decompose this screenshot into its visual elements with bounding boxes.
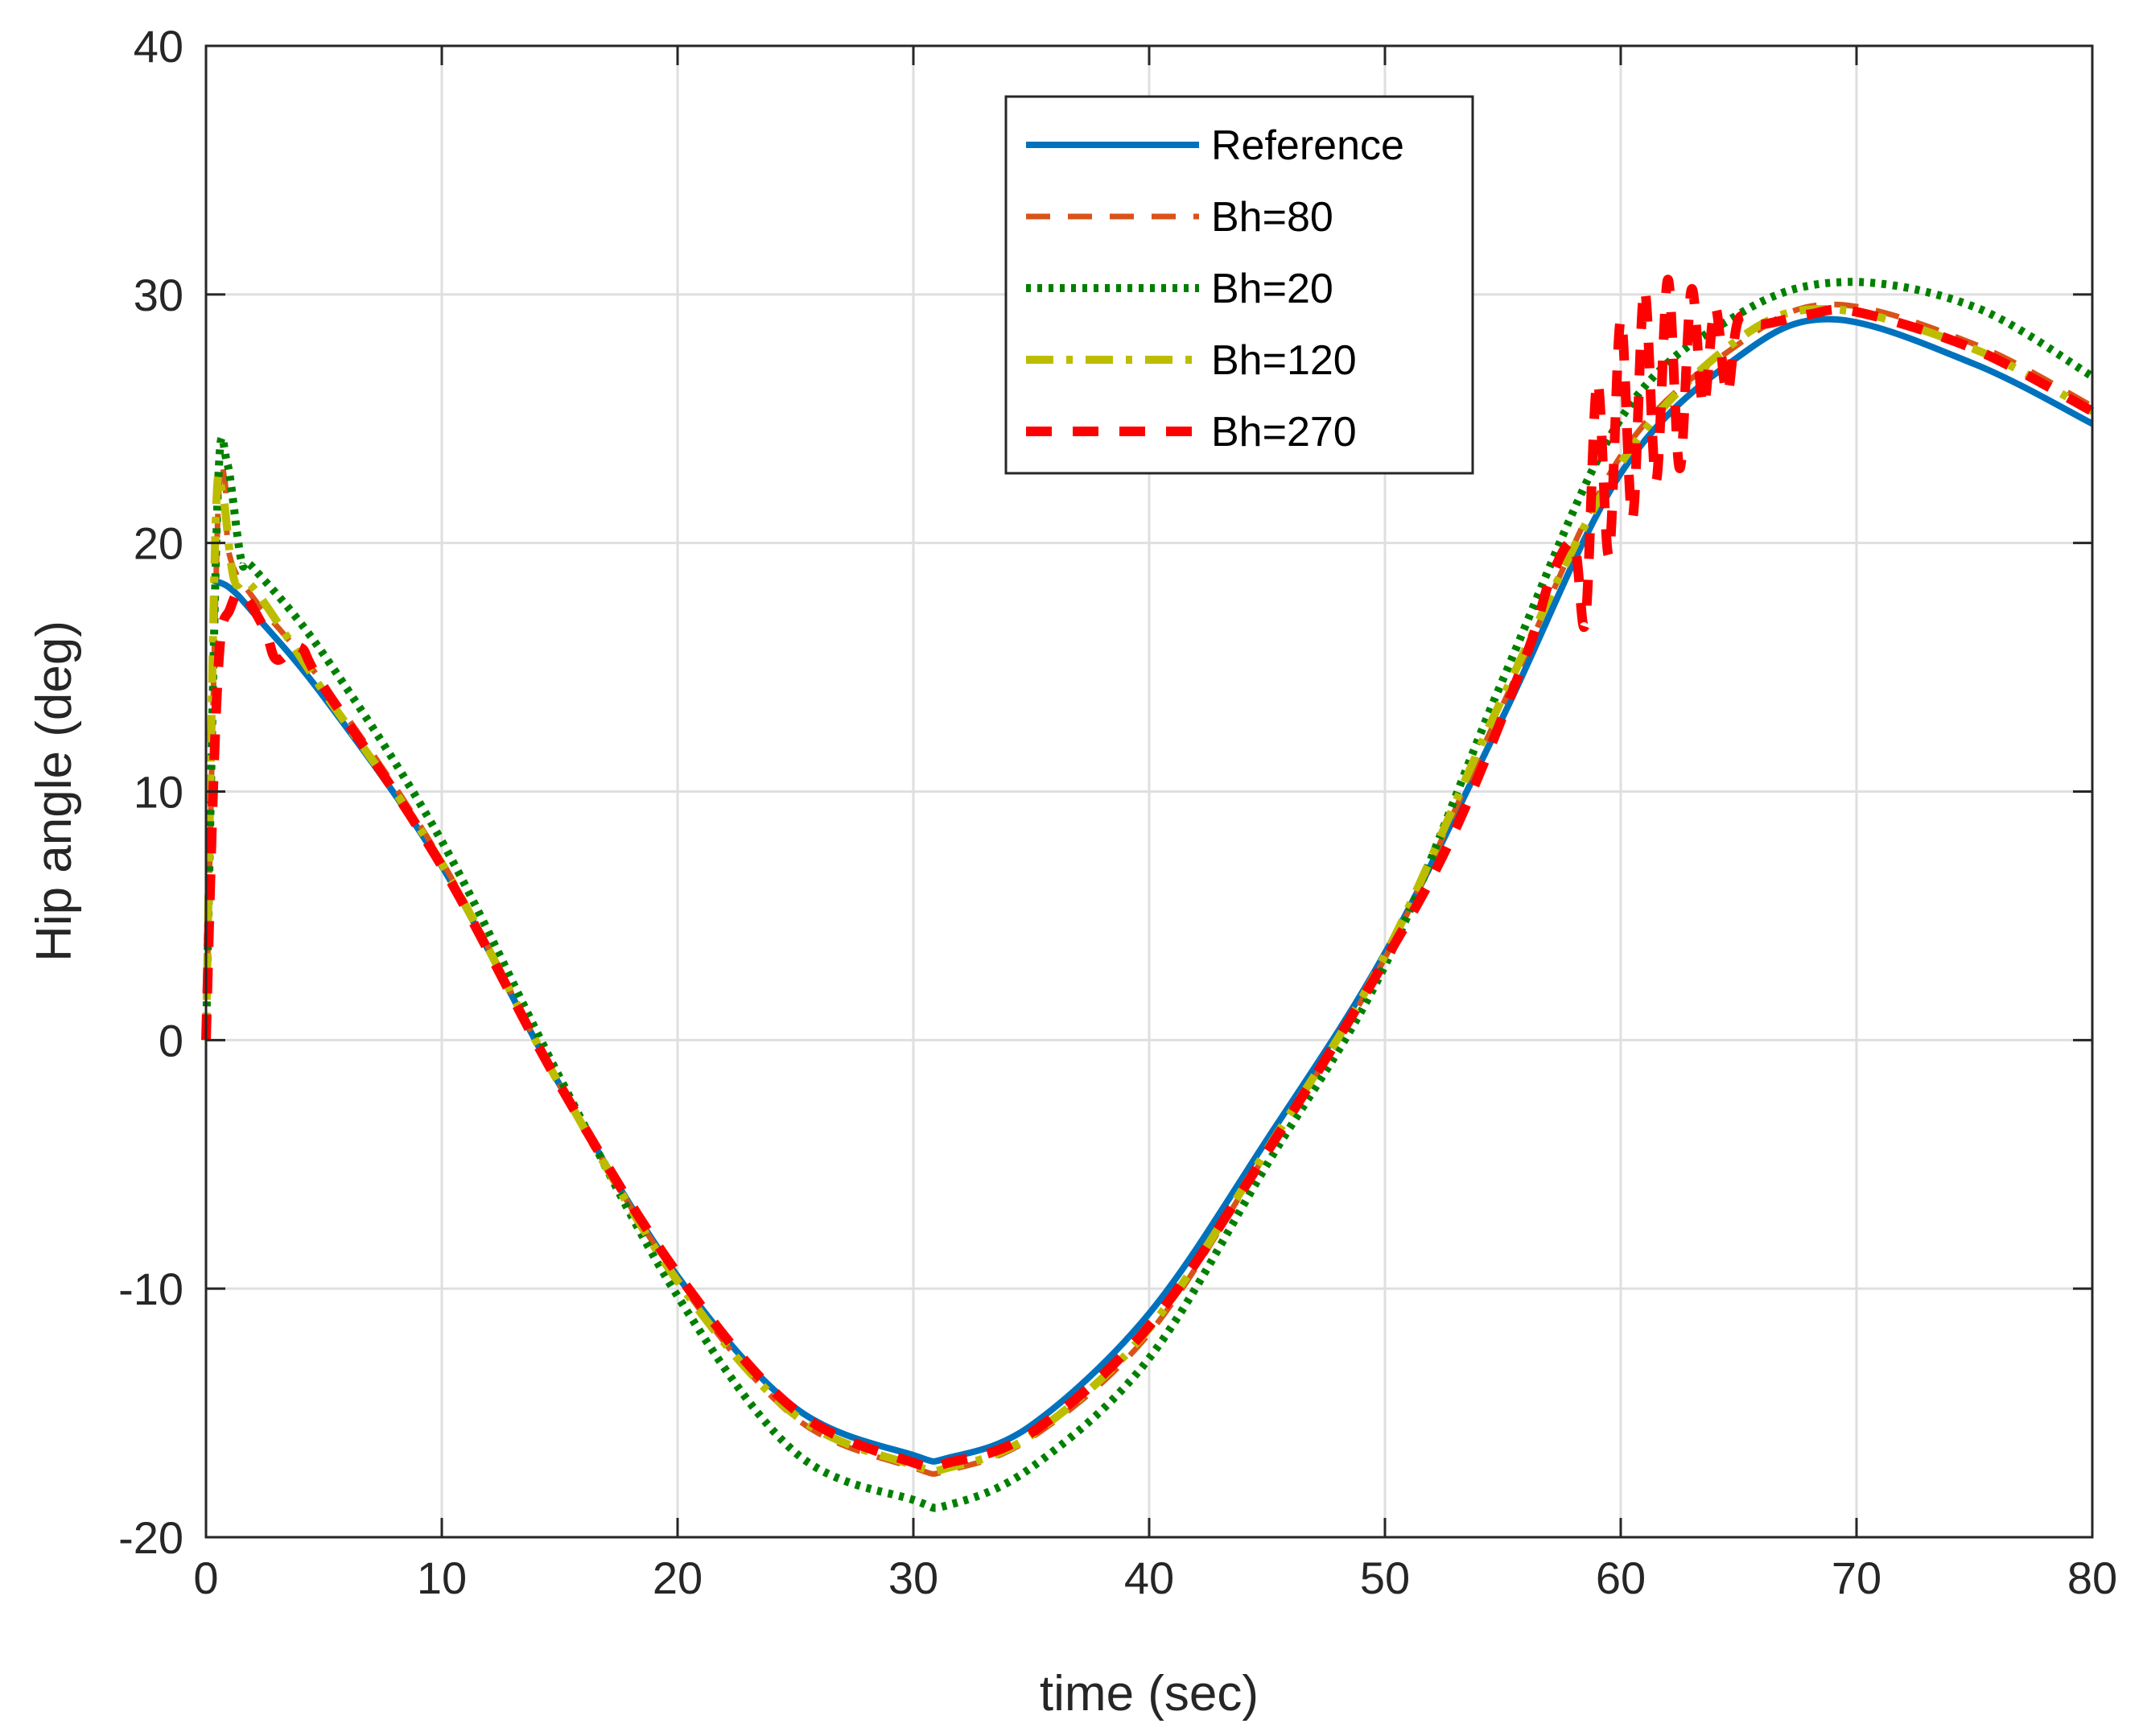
- y-tick-label: -10: [118, 1264, 183, 1314]
- series-line-bh-20: [202, 278, 2095, 1512]
- x-tick-label: 0: [193, 1553, 218, 1603]
- x-tick-label: 70: [1832, 1553, 1881, 1603]
- y-tick-label: -20: [118, 1512, 183, 1563]
- y-tick-label: 20: [134, 518, 183, 569]
- series-line-bh-270: [201, 274, 2095, 1473]
- legend-label: Bh=20: [1211, 266, 1333, 312]
- y-axis-title: Hip angle (deg): [27, 621, 82, 962]
- legend-label: Bh=270: [1211, 409, 1357, 456]
- x-tick-label: 80: [2067, 1553, 2117, 1603]
- y-tick-label: 10: [134, 767, 183, 818]
- tick-layer: 0 10 20 30 40 50 60 70 80 -20 -10 0 10 20 30 40: [118, 21, 2117, 1603]
- x-tick-label: 60: [1596, 1553, 1646, 1603]
- legend-label: Reference: [1211, 122, 1404, 169]
- y-tick-label: 30: [134, 270, 183, 320]
- legend-label: Bh=120: [1211, 337, 1357, 384]
- x-axis-title: time (sec): [1040, 1666, 1259, 1722]
- x-tick-label: 40: [1124, 1553, 1174, 1603]
- y-tick-label: 40: [134, 21, 183, 72]
- legend-label: Bh=80: [1211, 194, 1333, 241]
- y-tick-label: 0: [159, 1015, 183, 1066]
- x-tick-label: 50: [1360, 1553, 1410, 1603]
- x-tick-label: 20: [653, 1553, 703, 1603]
- legend: Reference Bh=80 Bh=20 Bh=120 Bh=270: [1004, 95, 1474, 475]
- x-tick-label: 10: [417, 1553, 467, 1603]
- x-tick-label: 30: [888, 1553, 938, 1603]
- series-layer: [201, 274, 2095, 1512]
